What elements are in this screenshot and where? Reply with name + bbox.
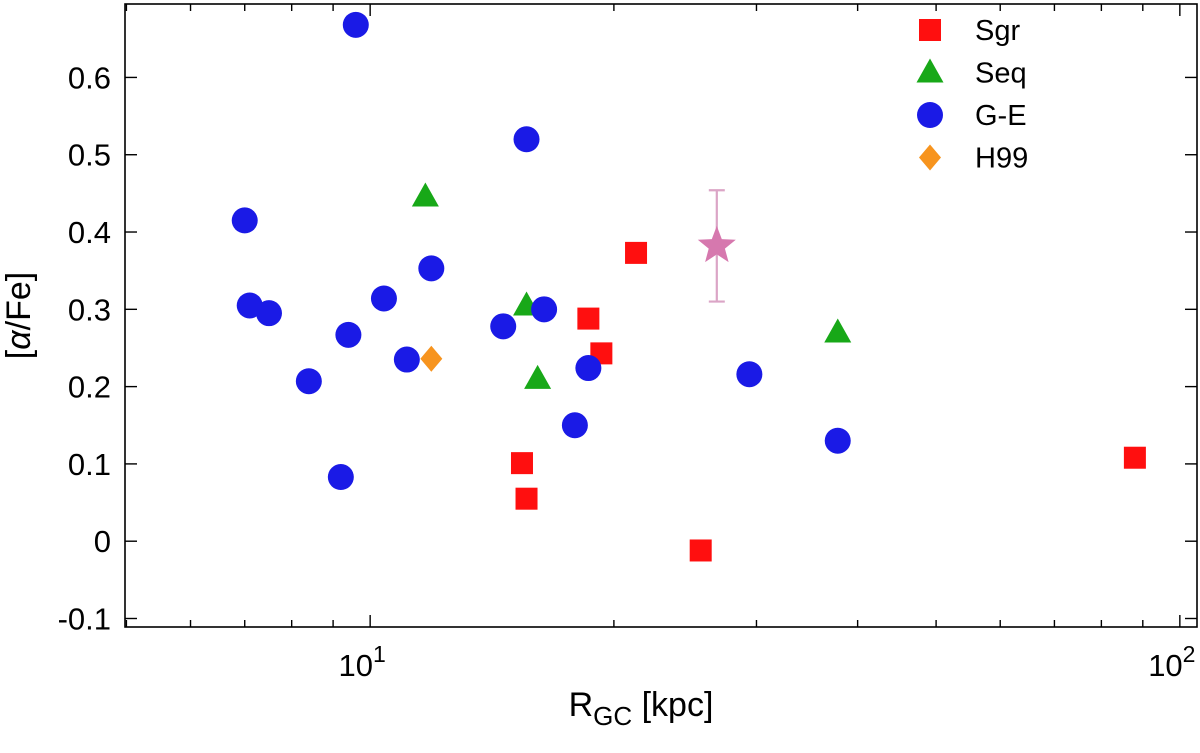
x-tick-label: 101	[339, 641, 386, 683]
legend-label-H99: H99	[975, 143, 1028, 175]
data-point-G-E-8	[393, 346, 420, 373]
data-point-G-E-6	[342, 11, 369, 38]
y-axis-label: [α/Fe]	[0, 272, 38, 359]
data-point-Sgr-5	[689, 539, 712, 562]
series-G-E	[231, 11, 851, 491]
x-axis-label: RGC [kpc]	[569, 686, 714, 731]
data-point-Sgr-0	[510, 452, 533, 475]
data-point-G-E-4	[327, 464, 354, 491]
data-point-G-E-9	[418, 255, 445, 282]
axis-ticks	[125, 4, 1197, 627]
data-point-G-E-15	[736, 361, 763, 388]
data-point-Seq-3	[824, 318, 852, 343]
data-point-G-E-12	[531, 296, 558, 323]
x-tick-label: 102	[1148, 641, 1195, 683]
legend-marker-H99	[919, 144, 941, 171]
legend-marker-Sgr	[919, 19, 941, 41]
data-point-unlabeled-star-0	[697, 225, 736, 263]
data-point-G-E-5	[335, 321, 362, 348]
y-tick-label: 0.4	[68, 215, 111, 250]
data-point-Sgr-1	[515, 487, 538, 510]
data-point-H99-0	[420, 345, 443, 372]
y-tick-label: 0.6	[68, 60, 111, 95]
data-point-Seq-2	[524, 364, 552, 389]
data-point-G-E-14	[575, 355, 602, 382]
data-point-G-E-10	[490, 313, 517, 340]
y-tick-label: 0.1	[68, 447, 111, 482]
legend-marker-G-E	[917, 102, 943, 128]
y-tick-label: -0.1	[58, 601, 111, 636]
legend: Sgr Seq G-E H99	[916, 15, 1028, 175]
y-tick-label: 0.5	[68, 138, 111, 173]
data-point-G-E-16	[824, 427, 851, 454]
data-point-G-E-13	[561, 412, 588, 439]
data-point-Sgr-4	[625, 241, 648, 264]
legend-label-Sgr: Sgr	[975, 15, 1020, 47]
data-point-Seq-0	[411, 182, 439, 207]
y-tick-label: 0	[94, 524, 111, 559]
data-point-G-E-11	[513, 126, 540, 153]
series-Sgr	[510, 241, 1146, 562]
data-point-G-E-0	[231, 207, 258, 234]
data-point-Sgr-6	[1123, 446, 1146, 469]
data-point-Sgr-2	[577, 307, 600, 330]
legend-label-Seq: Seq	[975, 58, 1027, 90]
y-tick-label: 0.3	[68, 292, 111, 327]
plot-box	[124, 3, 1198, 628]
legend-marker-Seq	[916, 58, 944, 83]
series-Seq	[411, 182, 852, 389]
y-tick-label: 0.2	[68, 370, 111, 405]
data-point-G-E-3	[295, 368, 322, 395]
series-unlabeled-star	[697, 189, 736, 303]
legend-label-G-E: G-E	[975, 100, 1027, 132]
series-H99	[420, 345, 443, 372]
data-point-G-E-7	[370, 285, 397, 312]
data-point-G-E-2	[255, 300, 282, 327]
